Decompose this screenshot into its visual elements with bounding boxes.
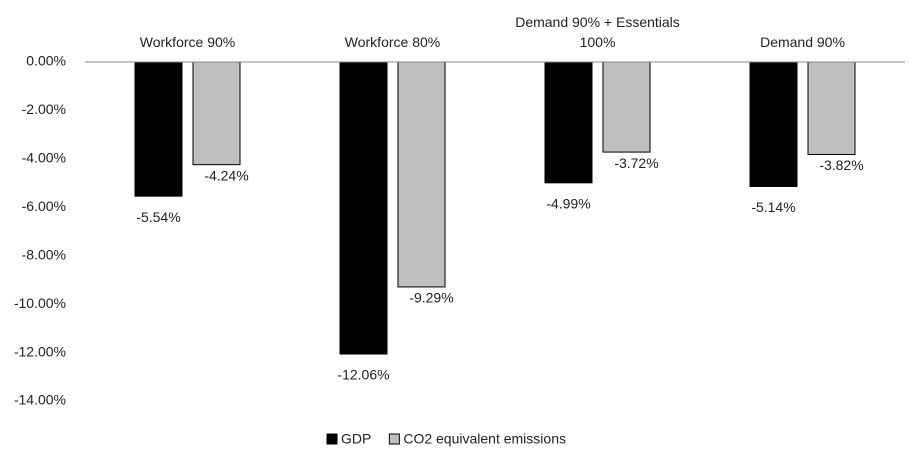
y-tick-label: -10.00% [14,295,66,311]
legend-swatch [388,433,400,445]
y-tick-label: -4.00% [22,150,66,166]
y-tick-label: -14.00% [14,392,66,408]
data-label: -9.29% [409,290,453,306]
data-label: -5.54% [136,209,180,225]
bar [339,61,388,355]
y-tick-label: -8.00% [22,246,66,262]
y-tick-label: 0.00% [26,53,66,69]
legend-label: GDP [341,431,371,447]
y-tick-label: -12.00% [14,343,66,359]
data-label: -3.72% [614,155,658,171]
bar [602,61,651,153]
category-label: Workforce 90% [139,34,236,50]
legend-swatch [326,433,338,445]
category-label: Demand 90% + Essentials 100% [515,14,680,50]
bar [807,61,856,155]
bar [134,61,183,197]
y-tick-label: -6.00% [22,198,66,214]
bar [192,61,241,166]
category-label: Demand 90% [760,34,845,50]
data-label: -4.24% [204,167,248,183]
bar [749,61,798,187]
category-label: Workforce 80% [344,34,441,50]
data-label: -12.06% [337,367,389,383]
data-label: -5.14% [751,199,795,215]
legend-label: CO2 equivalent emissions [403,431,566,447]
bar [544,61,593,184]
bar [397,61,446,288]
data-label: -4.99% [546,196,590,212]
data-label: -3.82% [819,157,863,173]
y-tick-label: -2.00% [22,101,66,117]
